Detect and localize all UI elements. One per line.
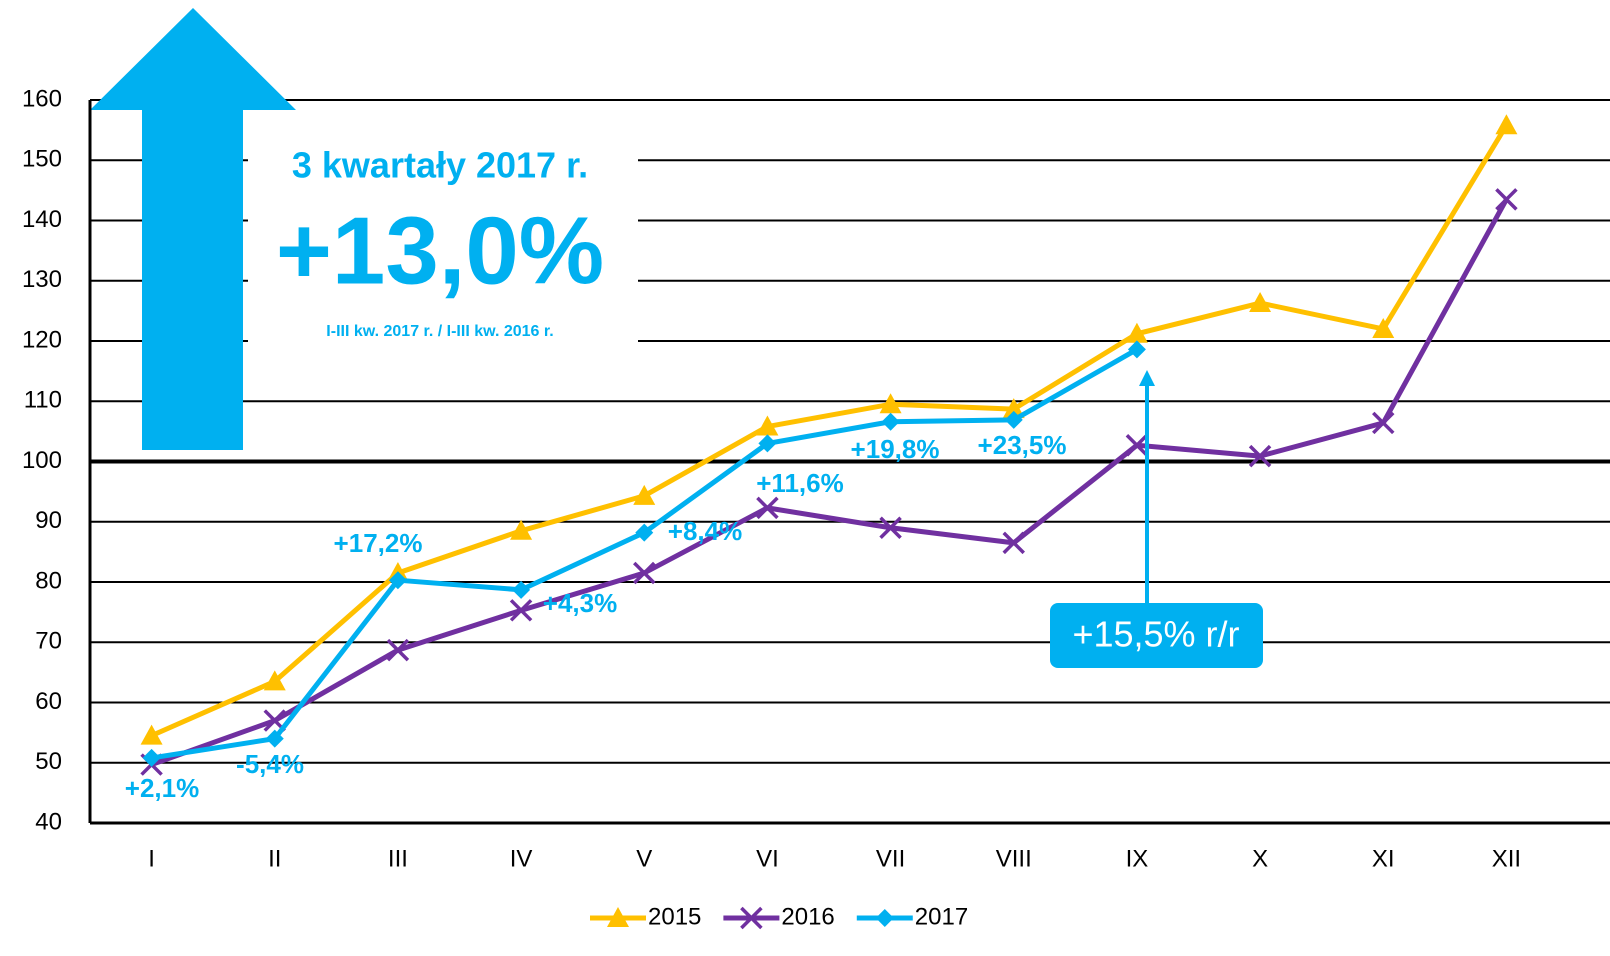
x-tick-label: VI	[756, 845, 779, 872]
legend-label: 2015	[648, 903, 701, 930]
point	[756, 496, 779, 520]
annotation: +23,5%	[978, 430, 1067, 460]
callout-arrowhead	[1139, 370, 1155, 386]
headline-box	[248, 118, 638, 350]
point	[881, 412, 900, 431]
series-line	[151, 347, 1139, 761]
y-tick-label: 120	[22, 326, 62, 353]
point	[1372, 411, 1395, 435]
point	[142, 748, 161, 767]
point	[386, 638, 410, 662]
big-arrow	[90, 8, 296, 450]
x-tick-label: VII	[876, 845, 905, 872]
point	[1004, 410, 1023, 429]
headline: 3 kwartały 2017 r.	[292, 145, 588, 186]
x-tick-label: III	[388, 845, 408, 872]
legend-label: 2016	[781, 903, 834, 930]
x-tick-label: IV	[510, 845, 533, 872]
annotation: +8,4%	[668, 516, 742, 546]
y-tick-label: 80	[35, 567, 62, 594]
point	[1249, 292, 1272, 313]
point	[1002, 531, 1025, 555]
x-tick-label: XII	[1492, 845, 1521, 872]
point	[756, 415, 779, 436]
x-tick-label: II	[268, 845, 281, 872]
x-tick-label: V	[636, 845, 652, 872]
annotation: +11,6%	[756, 468, 843, 498]
point	[633, 561, 656, 585]
point	[635, 523, 654, 542]
legend-marker	[607, 907, 629, 927]
y-tick-label: 110	[24, 387, 62, 414]
point	[758, 434, 777, 453]
point	[879, 393, 902, 414]
annotation: +2,1%	[125, 773, 199, 803]
point	[1125, 322, 1148, 343]
point	[265, 729, 284, 748]
y-tick-label: 140	[22, 206, 62, 233]
x-tick-label: I	[148, 845, 155, 872]
point	[1495, 188, 1518, 211]
point	[1372, 317, 1395, 338]
y-tick-label: 60	[35, 688, 62, 715]
point	[388, 571, 407, 590]
annotation: +17,2%	[334, 528, 423, 558]
y-tick-label: 40	[35, 808, 62, 835]
point	[1495, 114, 1518, 135]
point	[263, 670, 286, 691]
y-tick-label: 160	[22, 85, 62, 112]
point	[1002, 398, 1025, 419]
point	[633, 484, 656, 505]
y-tick-label: 50	[35, 748, 62, 775]
x-tick-label: X	[1252, 845, 1268, 872]
annotation: +19,8%	[851, 434, 940, 464]
annotation: -5,4%	[236, 749, 304, 779]
y-tick-label: 100	[22, 447, 62, 474]
point	[140, 724, 163, 745]
point	[1125, 433, 1149, 457]
y-tick-label: 150	[22, 146, 62, 173]
point	[879, 516, 902, 540]
x-tick-label: XI	[1372, 845, 1395, 872]
headline-note: I-III kw. 2017 r. / I-III kw. 2016 r.	[326, 323, 553, 340]
y-tick-label: 130	[22, 266, 62, 293]
series-line	[150, 198, 1509, 767]
point	[1127, 340, 1146, 359]
legend-marker	[740, 906, 763, 930]
x-tick-label: VIII	[996, 845, 1032, 872]
series-line	[150, 124, 1509, 738]
point	[512, 580, 531, 599]
point	[510, 519, 533, 540]
legend-label: 2017	[915, 903, 968, 930]
legend-marker	[875, 909, 894, 927]
x-tick-label: IX	[1126, 845, 1149, 872]
callout: +15,5% r/r	[1072, 614, 1239, 655]
annotation: +4,3%	[543, 588, 617, 618]
callout-box	[1050, 603, 1263, 668]
y-tick-label: 70	[35, 628, 62, 655]
y-tick-label: 90	[35, 507, 62, 534]
point	[1248, 444, 1272, 468]
headline-value: +13,0%	[276, 197, 604, 304]
point	[509, 599, 533, 622]
